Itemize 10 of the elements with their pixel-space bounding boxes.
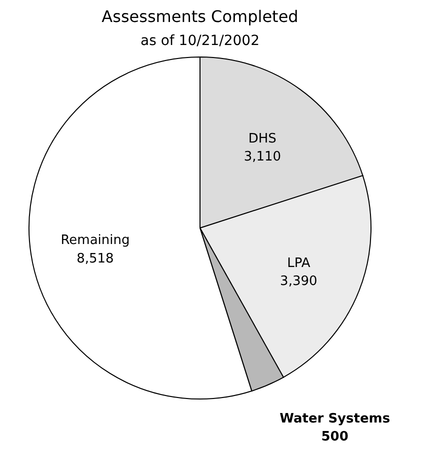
slice-label: Remaining [60,233,130,248]
chart-subtitle: as of 10/21/2002 [140,33,260,49]
slice-label: Water Systems [280,411,390,426]
chart-title: Assessments Completed [102,7,298,26]
data-label: 3,110 [244,150,282,165]
slice-label: LPA [287,256,310,271]
data-label: 3,390 [280,274,318,290]
slice-label: DHS [248,131,276,146]
data-label: 8,518 [76,251,114,266]
data-label: 500 [321,430,348,445]
